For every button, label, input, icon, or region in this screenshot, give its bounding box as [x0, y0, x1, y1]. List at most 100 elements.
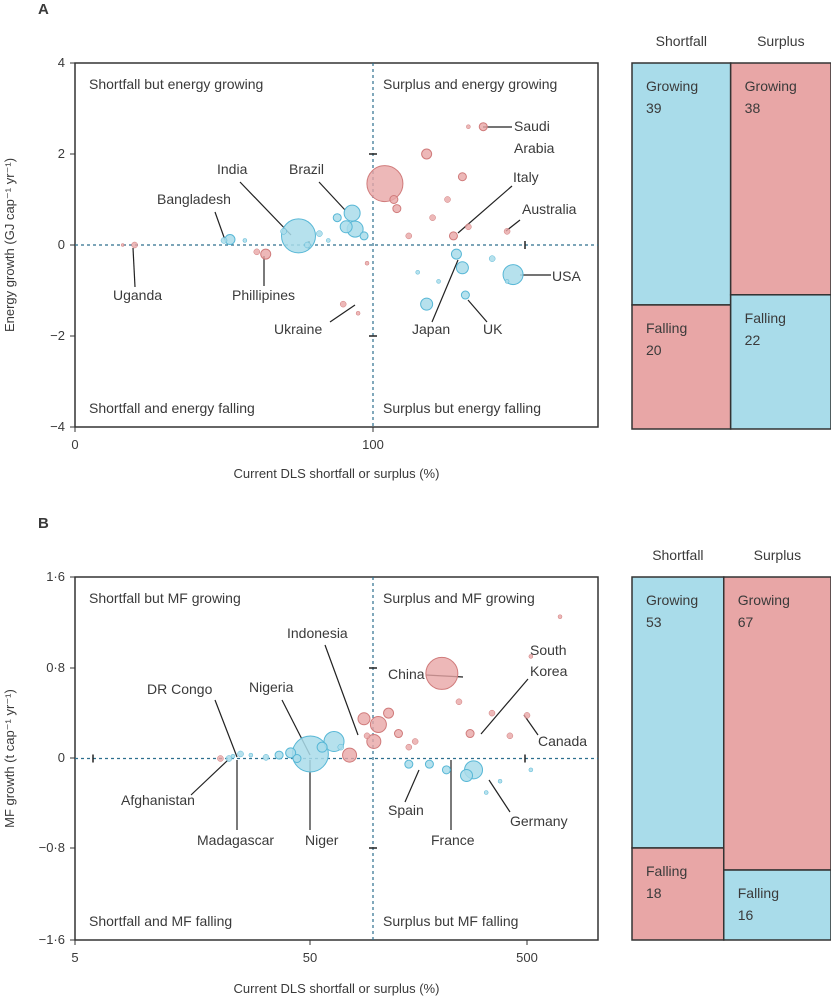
mosaic-falling-count: 20: [646, 342, 662, 358]
country-label: Saudi: [514, 118, 550, 134]
data-point-red: [389, 195, 399, 204]
country-label: Korea: [530, 663, 568, 679]
mosaic-growing-count: 53: [646, 614, 662, 630]
country-label: Uganda: [113, 287, 162, 303]
data-point-red: [392, 204, 402, 214]
data-point-red: [120, 243, 125, 247]
data-point-blue: [274, 750, 284, 760]
mosaic-cell-surplus-falling: [729, 294, 831, 430]
quadrant-label-bottom-right: Surplus but MF falling: [383, 913, 518, 929]
data-point-blue: [332, 213, 342, 223]
leader-line: [214, 211, 226, 241]
quadrant-label-top-right: Surplus and MF growing: [383, 590, 535, 606]
data-point-red: [339, 300, 347, 308]
data-point-red: [455, 698, 463, 706]
country-label: DR Congo: [147, 681, 213, 697]
data-point-blue: [248, 752, 254, 758]
x-axis-title: Current DLS shortfall or surplus (%): [234, 981, 440, 996]
country-label: Canada: [538, 733, 587, 749]
mosaic-cell-surplus-growing: [729, 62, 831, 296]
country-label: Bangladesh: [157, 191, 231, 207]
mosaic-falling-count: 22: [745, 332, 761, 348]
panel-letter: B: [38, 515, 49, 532]
data-point-blue: [339, 220, 353, 234]
country-label: Nigeria: [249, 679, 294, 695]
data-point-blue: [359, 231, 369, 241]
data-point-blue: [262, 754, 270, 761]
data-point-red: [366, 165, 404, 203]
country-label: Germany: [510, 813, 568, 829]
quadrant-label-bottom-left: Shortfall and energy falling: [89, 400, 255, 416]
data-point-red: [366, 733, 382, 749]
data-point-blue: [316, 230, 323, 237]
data-point-red: [448, 231, 458, 241]
y-tick-label: −1·6: [39, 932, 65, 947]
x-axis-title: Current DLS shortfall or surplus (%): [234, 466, 440, 481]
data-point-blue: [343, 204, 361, 222]
data-point-red: [363, 732, 371, 740]
data-point-blue: [326, 238, 331, 243]
mosaic-growing-count: 39: [646, 100, 662, 116]
data-point-blue: [316, 741, 328, 753]
y-axis-title: MF growth (t cap⁻¹ yr⁻¹): [2, 689, 17, 828]
data-point-red: [405, 743, 413, 751]
data-point-red: [528, 654, 534, 659]
leader-line: [480, 678, 529, 735]
data-point-blue: [230, 753, 236, 759]
data-point-red: [444, 196, 451, 203]
country-label: Niger: [305, 832, 339, 848]
mosaic-growing-count: 67: [738, 614, 754, 630]
data-point-red: [383, 707, 395, 719]
country-label: Phillipines: [232, 287, 295, 303]
y-tick-label: 1·6: [46, 569, 65, 584]
data-point-blue: [483, 790, 489, 795]
data-point-red: [466, 124, 471, 129]
mosaic-header-shortfall: Shortfall: [656, 33, 707, 49]
data-point-blue: [420, 297, 434, 311]
country-label: Afghanistan: [121, 792, 195, 808]
data-point-blue: [441, 765, 451, 775]
data-point-blue: [304, 241, 311, 249]
data-point-red: [421, 148, 433, 160]
data-point-red: [342, 747, 358, 763]
data-point-blue: [488, 255, 496, 262]
data-point-red: [488, 709, 496, 717]
data-point-blue: [237, 750, 244, 758]
y-tick-label: 4: [58, 55, 65, 70]
data-point-blue: [497, 778, 503, 784]
data-point-blue: [424, 759, 434, 769]
country-label: China: [388, 666, 425, 682]
quadrant-label-bottom-right: Surplus but energy falling: [383, 400, 541, 416]
data-point-red: [355, 311, 361, 316]
y-axis-title: Energy growth (GJ cap⁻¹ yr⁻¹): [2, 158, 17, 332]
y-tick-label: −2: [50, 328, 65, 343]
leader-line: [467, 299, 488, 323]
country-label: Brazil: [289, 161, 324, 177]
country-label: USA: [552, 268, 581, 284]
data-point-blue: [455, 261, 469, 275]
mosaic-cell-shortfall-growing: [631, 576, 725, 849]
data-point-red: [364, 260, 370, 266]
mosaic-header-surplus: Surplus: [757, 33, 804, 49]
x-tick-label: 100: [362, 437, 384, 452]
data-point-red: [429, 214, 436, 221]
data-point-red: [557, 614, 563, 619]
mosaic-cell-shortfall-falling: [631, 847, 725, 941]
data-point-blue: [415, 270, 420, 275]
mosaic-header-surplus: Surplus: [754, 547, 801, 563]
leader-line: [239, 181, 292, 236]
country-label: Madagascar: [197, 832, 274, 848]
quadrant-label-top-left: Shortfall but MF growing: [89, 590, 241, 606]
leader-line: [318, 181, 346, 211]
data-point-red: [260, 248, 272, 260]
data-point-blue: [337, 743, 345, 751]
country-label: South: [530, 642, 567, 658]
data-point-blue: [280, 228, 287, 235]
data-point-red: [523, 712, 531, 719]
leader-line: [329, 304, 356, 323]
data-point-red: [393, 729, 403, 739]
data-point-blue: [460, 290, 470, 300]
y-tick-label: 0·8: [46, 660, 65, 675]
